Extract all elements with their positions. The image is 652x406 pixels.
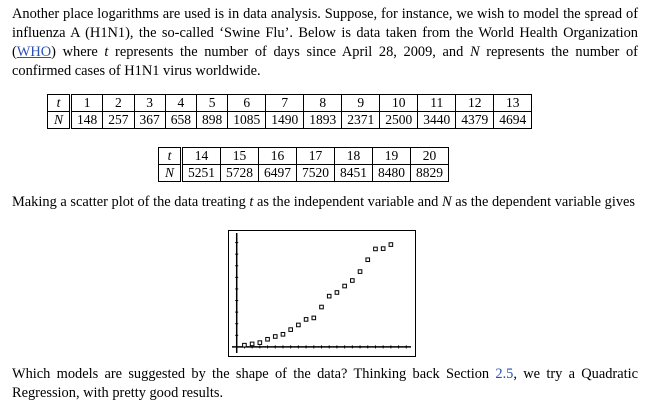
data-point: [272, 334, 278, 339]
table-cell: 5728: [220, 164, 260, 182]
data-point: [265, 336, 270, 342]
scatter-intro-paragraph: Making a scatter plot of the data treati…: [12, 193, 638, 212]
scatter-plot: [232, 233, 411, 353]
data-point: [249, 341, 255, 347]
table-cell: 658: [164, 111, 198, 129]
table-cell: 898: [196, 111, 229, 129]
intro-text-4: represents the number of confirmed cases…: [12, 44, 638, 79]
table-cell: 4379: [455, 111, 495, 129]
intro-paragraph: Another place logarithms are used is in …: [12, 5, 638, 81]
var-n: N: [441, 194, 452, 210]
table-1-n-row: N 148 257 367 658 898 1085 1490 1893 2371 2500 344…: [46, 111, 533, 129]
scatter-text-3: as the dependent variable gives: [451, 194, 636, 210]
table-cell: 148: [70, 111, 104, 129]
table-2-n-header: N: [157, 164, 184, 182]
data-point: [303, 317, 309, 322]
var-n: N: [469, 44, 480, 60]
table-cell: 1: [70, 94, 104, 112]
data-point: [342, 283, 347, 289]
scatter-text-1: Making a scatter plot of the data treati…: [12, 194, 250, 210]
data-point: [350, 278, 355, 283]
data-point: [334, 290, 340, 295]
table-cell: 17: [296, 147, 336, 165]
table-cell: 257: [102, 111, 135, 129]
table-cell: 20: [410, 147, 450, 165]
table-cell: 3440: [417, 111, 457, 129]
data-point: [380, 246, 386, 251]
table-cell: 5251: [181, 164, 222, 182]
table-cell: 14: [181, 147, 222, 165]
intro-text-2: ) where: [51, 44, 105, 60]
models-text-2: , we try a Quadratic Regression, with pr…: [12, 366, 638, 401]
table-cell: 2: [102, 94, 135, 112]
data-table-2: t 14 15 16 17 18 19 20 N 5251 5728 6497 7520 8451 8…: [157, 147, 450, 182]
table-cell: 15: [220, 147, 260, 165]
table-cell: 8829: [410, 164, 450, 182]
table-cell: 1490: [265, 111, 305, 129]
table-cell: 1893: [303, 111, 343, 129]
table-cell: 1085: [227, 111, 267, 129]
who-link[interactable]: WHO: [16, 44, 52, 60]
table-cell: 3: [133, 94, 166, 112]
table-cell: 13: [493, 94, 533, 112]
data-point: [357, 269, 363, 274]
table-1-t-header: t: [46, 94, 73, 112]
var-t: t: [249, 194, 254, 210]
table-1-n-header: N: [46, 111, 73, 129]
section-link[interactable]: 2.5: [495, 366, 514, 382]
table-2-t-header: t: [157, 147, 184, 165]
var-t: t: [104, 44, 109, 60]
data-table-1: t 1 2 3 4 5 6 7 8 9 10 11 12 13 N 148 257 367 658 898 108…: [46, 94, 533, 129]
table-cell: 2500: [379, 111, 419, 129]
data-point: [388, 242, 394, 247]
table-cell: 5: [196, 94, 229, 112]
table-2-n-row: N 5251 5728 6497 7520 8451 8480 8829: [157, 164, 450, 182]
data-point: [257, 340, 263, 345]
table-1-t-row: t 1 2 3 4 5 6 7 8 9 10 11 12 13: [46, 94, 533, 112]
data-point: [373, 246, 378, 252]
table-cell: 12: [455, 94, 495, 112]
table-cell: 8451: [334, 164, 374, 182]
data-point: [242, 342, 247, 348]
table-cell: 4: [164, 94, 198, 112]
table-2-t-row: t 14 15 16 17 18 19 20: [157, 147, 450, 165]
data-point: [311, 315, 317, 321]
table-cell: 10: [379, 94, 419, 112]
data-point: [365, 257, 371, 263]
table-cell: 18: [334, 147, 374, 165]
data-point: [296, 322, 301, 328]
models-paragraph: Which models are suggested by the shape …: [12, 365, 638, 403]
intro-text-3: represents the number of days since Apri…: [108, 44, 470, 60]
table-cell: 19: [372, 147, 412, 165]
data-point: [280, 332, 286, 337]
table-cell: 7: [265, 94, 305, 112]
table-cell: 7520: [296, 164, 336, 182]
table-cell: 8: [303, 94, 343, 112]
table-cell: 6: [227, 94, 267, 112]
scatter-text-2: as the independent variable and: [253, 194, 442, 210]
data-point: [288, 327, 293, 332]
models-text-1: Which models are suggested by the shape …: [12, 366, 496, 382]
table-cell: 4694: [493, 111, 533, 129]
table-cell: 9: [341, 94, 381, 112]
table-cell: 2371: [341, 111, 381, 129]
table-cell: 11: [417, 94, 457, 112]
scatter-plot-frame: [228, 230, 416, 357]
table-cell: 16: [258, 147, 298, 165]
intro-text-1: Another place logarithms are used is in …: [12, 6, 638, 60]
table-cell: 6497: [258, 164, 298, 182]
data-point: [326, 293, 332, 299]
table-cell: 8480: [372, 164, 412, 182]
table-cell: 367: [133, 111, 166, 129]
data-point: [319, 304, 324, 310]
